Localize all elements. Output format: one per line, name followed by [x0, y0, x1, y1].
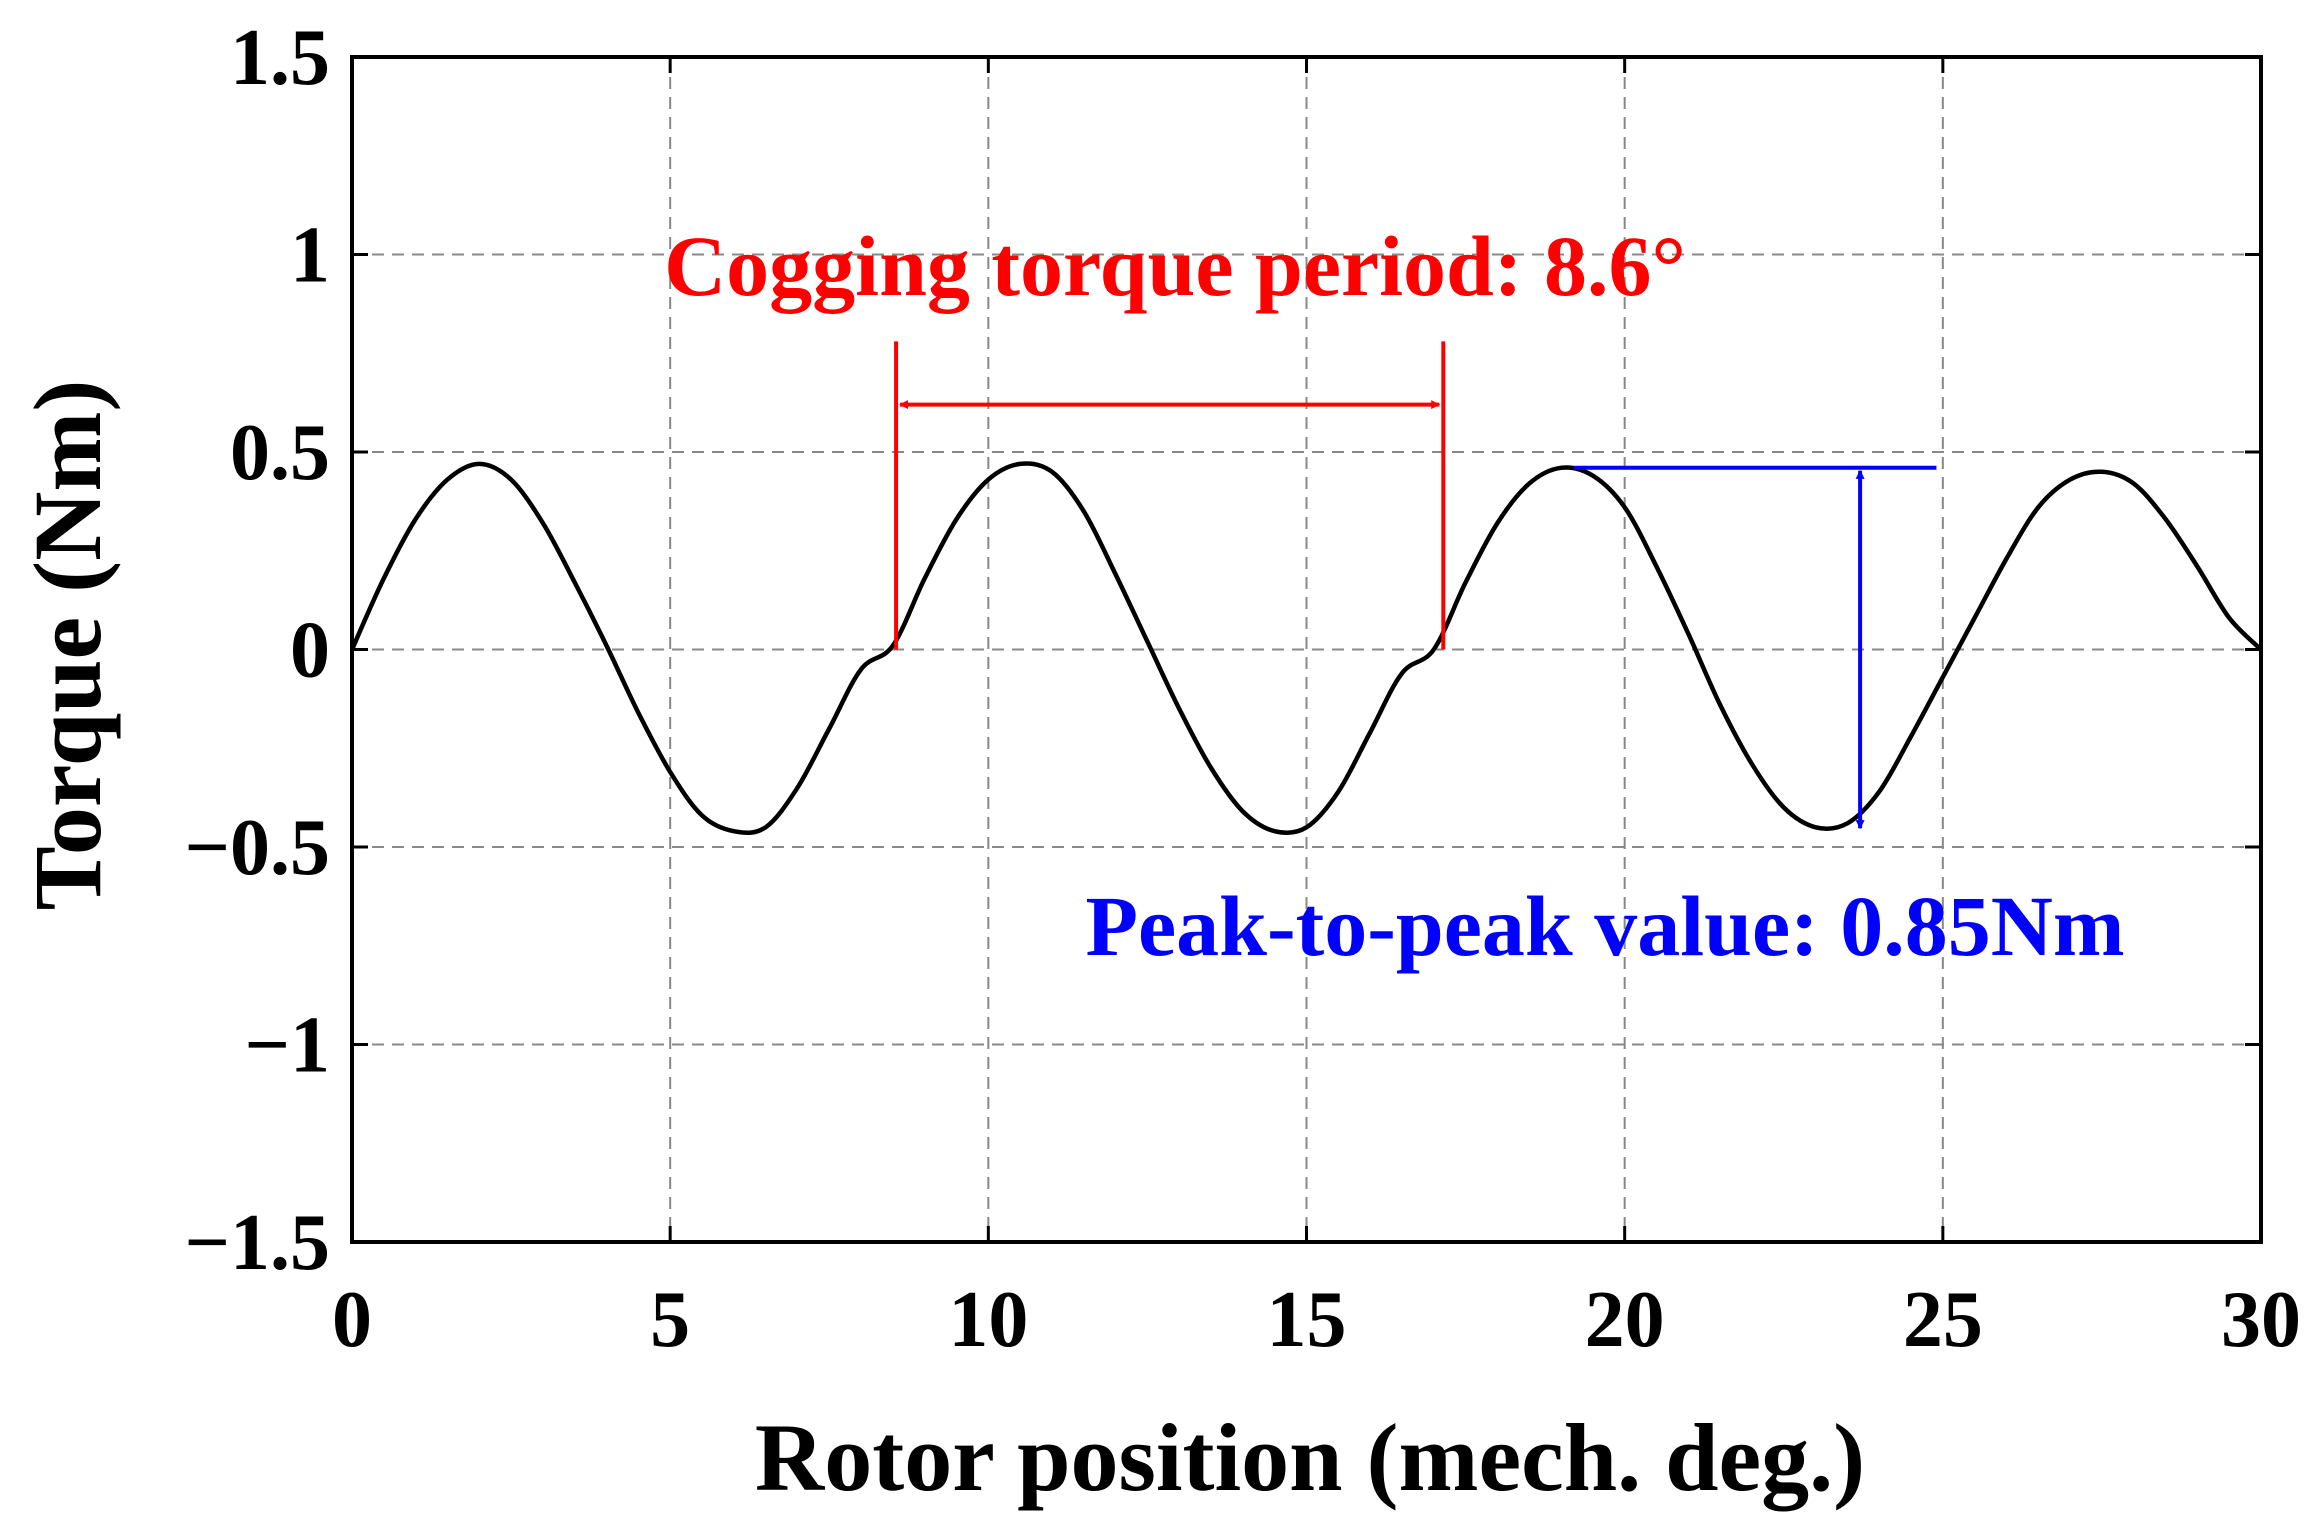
- peak-to-peak-annotation-label: Peak-to-peak value: 0.85Nm: [1085, 878, 2124, 974]
- x-tick-label: 30: [2221, 1276, 2301, 1364]
- y-tick-label: 1.5: [230, 14, 330, 102]
- annotations: [894, 341, 1937, 830]
- tick-labels: 0 5 10 15 20 25 30 1.5 1 0.5 0 −0.5 −1 −1.5: [184, 14, 2301, 1364]
- y-tick-label: 0: [290, 607, 330, 695]
- x-tick-label: 15: [1267, 1276, 1347, 1364]
- y-tick-label: 1: [290, 212, 330, 300]
- x-axis-label: Rotor position (mech. deg.): [755, 1404, 1865, 1511]
- x-tick-label: 0: [332, 1276, 372, 1364]
- x-tick-label: 5: [650, 1276, 690, 1364]
- x-tick-label: 25: [1903, 1276, 1983, 1364]
- x-tick-label: 10: [948, 1276, 1028, 1364]
- y-axis-label: Torque (Nm): [14, 380, 121, 911]
- torque-series-line: [349, 461, 2263, 836]
- period-annotation-label: Cogging torque period: 8.6°: [664, 218, 1686, 314]
- y-tick-label: −0.5: [184, 804, 330, 892]
- y-tick-label: −1.5: [184, 1199, 330, 1287]
- grid: [352, 57, 2261, 1242]
- series-layer: [349, 461, 2263, 836]
- y-tick-label: 0.5: [230, 409, 330, 497]
- y-tick-label: −1: [244, 1002, 330, 1090]
- x-tick-label: 20: [1585, 1276, 1665, 1364]
